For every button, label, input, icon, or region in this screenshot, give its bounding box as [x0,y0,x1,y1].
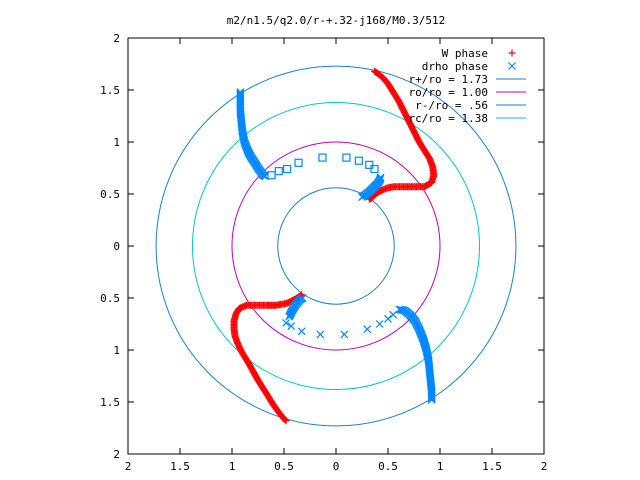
legend-label-1: drho phase [422,60,488,73]
ytick-label-6: 1 [113,136,120,149]
point-3-0 [282,319,291,327]
point-2-2 [283,164,292,174]
point-2-6 [354,156,363,165]
xtick-label-1: 1.5 [170,460,190,473]
point-2-3 [294,158,303,167]
legend-label-4: r-/ro = .56 [415,99,488,112]
point-3-4 [340,330,349,339]
ytick-label-0: 2 [113,448,120,461]
point-2-1 [274,167,283,176]
point-3-2 [297,327,306,336]
ytick-label-1: 1.5 [100,396,120,409]
xtick-label-3: 0.5 [274,460,294,473]
series-3 [282,310,398,339]
legend-label-3: ro/ro = 1.00 [409,86,488,99]
series-0 [230,67,438,425]
series-1 [236,88,436,404]
point-2-8 [370,164,379,174]
point-1-96 [376,173,385,182]
point-1-176 [396,305,405,314]
xtick-label-0: 2 [125,460,132,473]
series-2 [267,153,379,180]
circle-0 [155,65,517,427]
ytick-label-7: 1.5 [100,84,120,97]
xtick-label-8: 2 [541,460,548,473]
legend-label-0: W phase [442,47,488,60]
xtick-label-4: 0 [333,460,340,473]
point-3-1 [287,322,296,331]
point-2-0 [267,171,276,180]
ytick-label-5: 0.5 [100,188,120,201]
circle-3 [191,101,481,391]
xtick-label-6: 1 [437,460,444,473]
point-2-7 [365,160,374,169]
legend-swatch-1 [508,62,516,70]
ytick-label-4: 0 [113,240,120,253]
point-3-7 [384,314,392,323]
point-2-4 [318,153,327,162]
ytick-label-2: 1 [113,344,120,357]
point-3-5 [363,325,372,334]
point-3-6 [375,320,384,328]
legend-label-2: r+/ro = 1.73 [409,73,488,86]
circle-1 [231,141,441,351]
legend-swatch-0 [508,49,516,57]
xtick-label-2: 1 [229,460,236,473]
point-1-175 [398,306,406,314]
ytick-label-8: 2 [113,32,120,45]
point-3-8 [389,310,398,319]
data-series [230,67,438,425]
axis-ticks: 2 1.5 1 0.5 0 0.5 1 1.5 221.510.500.511.52 [100,32,547,473]
point-1-177 [395,305,404,314]
point-2-5 [342,153,351,162]
xtick-label-7: 1.5 [482,460,502,473]
chart-title: m2/n1.5/q2.0/r-+.32-j168/M0.3/512 [227,14,446,27]
point-3-3 [316,330,325,339]
legend-label-5: rc/ro = 1.38 [409,112,488,125]
radius-circles [155,65,517,427]
ytick-label-3: 0.5 [100,292,120,305]
xtick-label-5: 0.5 [378,460,398,473]
point-1-197 [298,294,307,302]
circle-2 [277,187,395,305]
